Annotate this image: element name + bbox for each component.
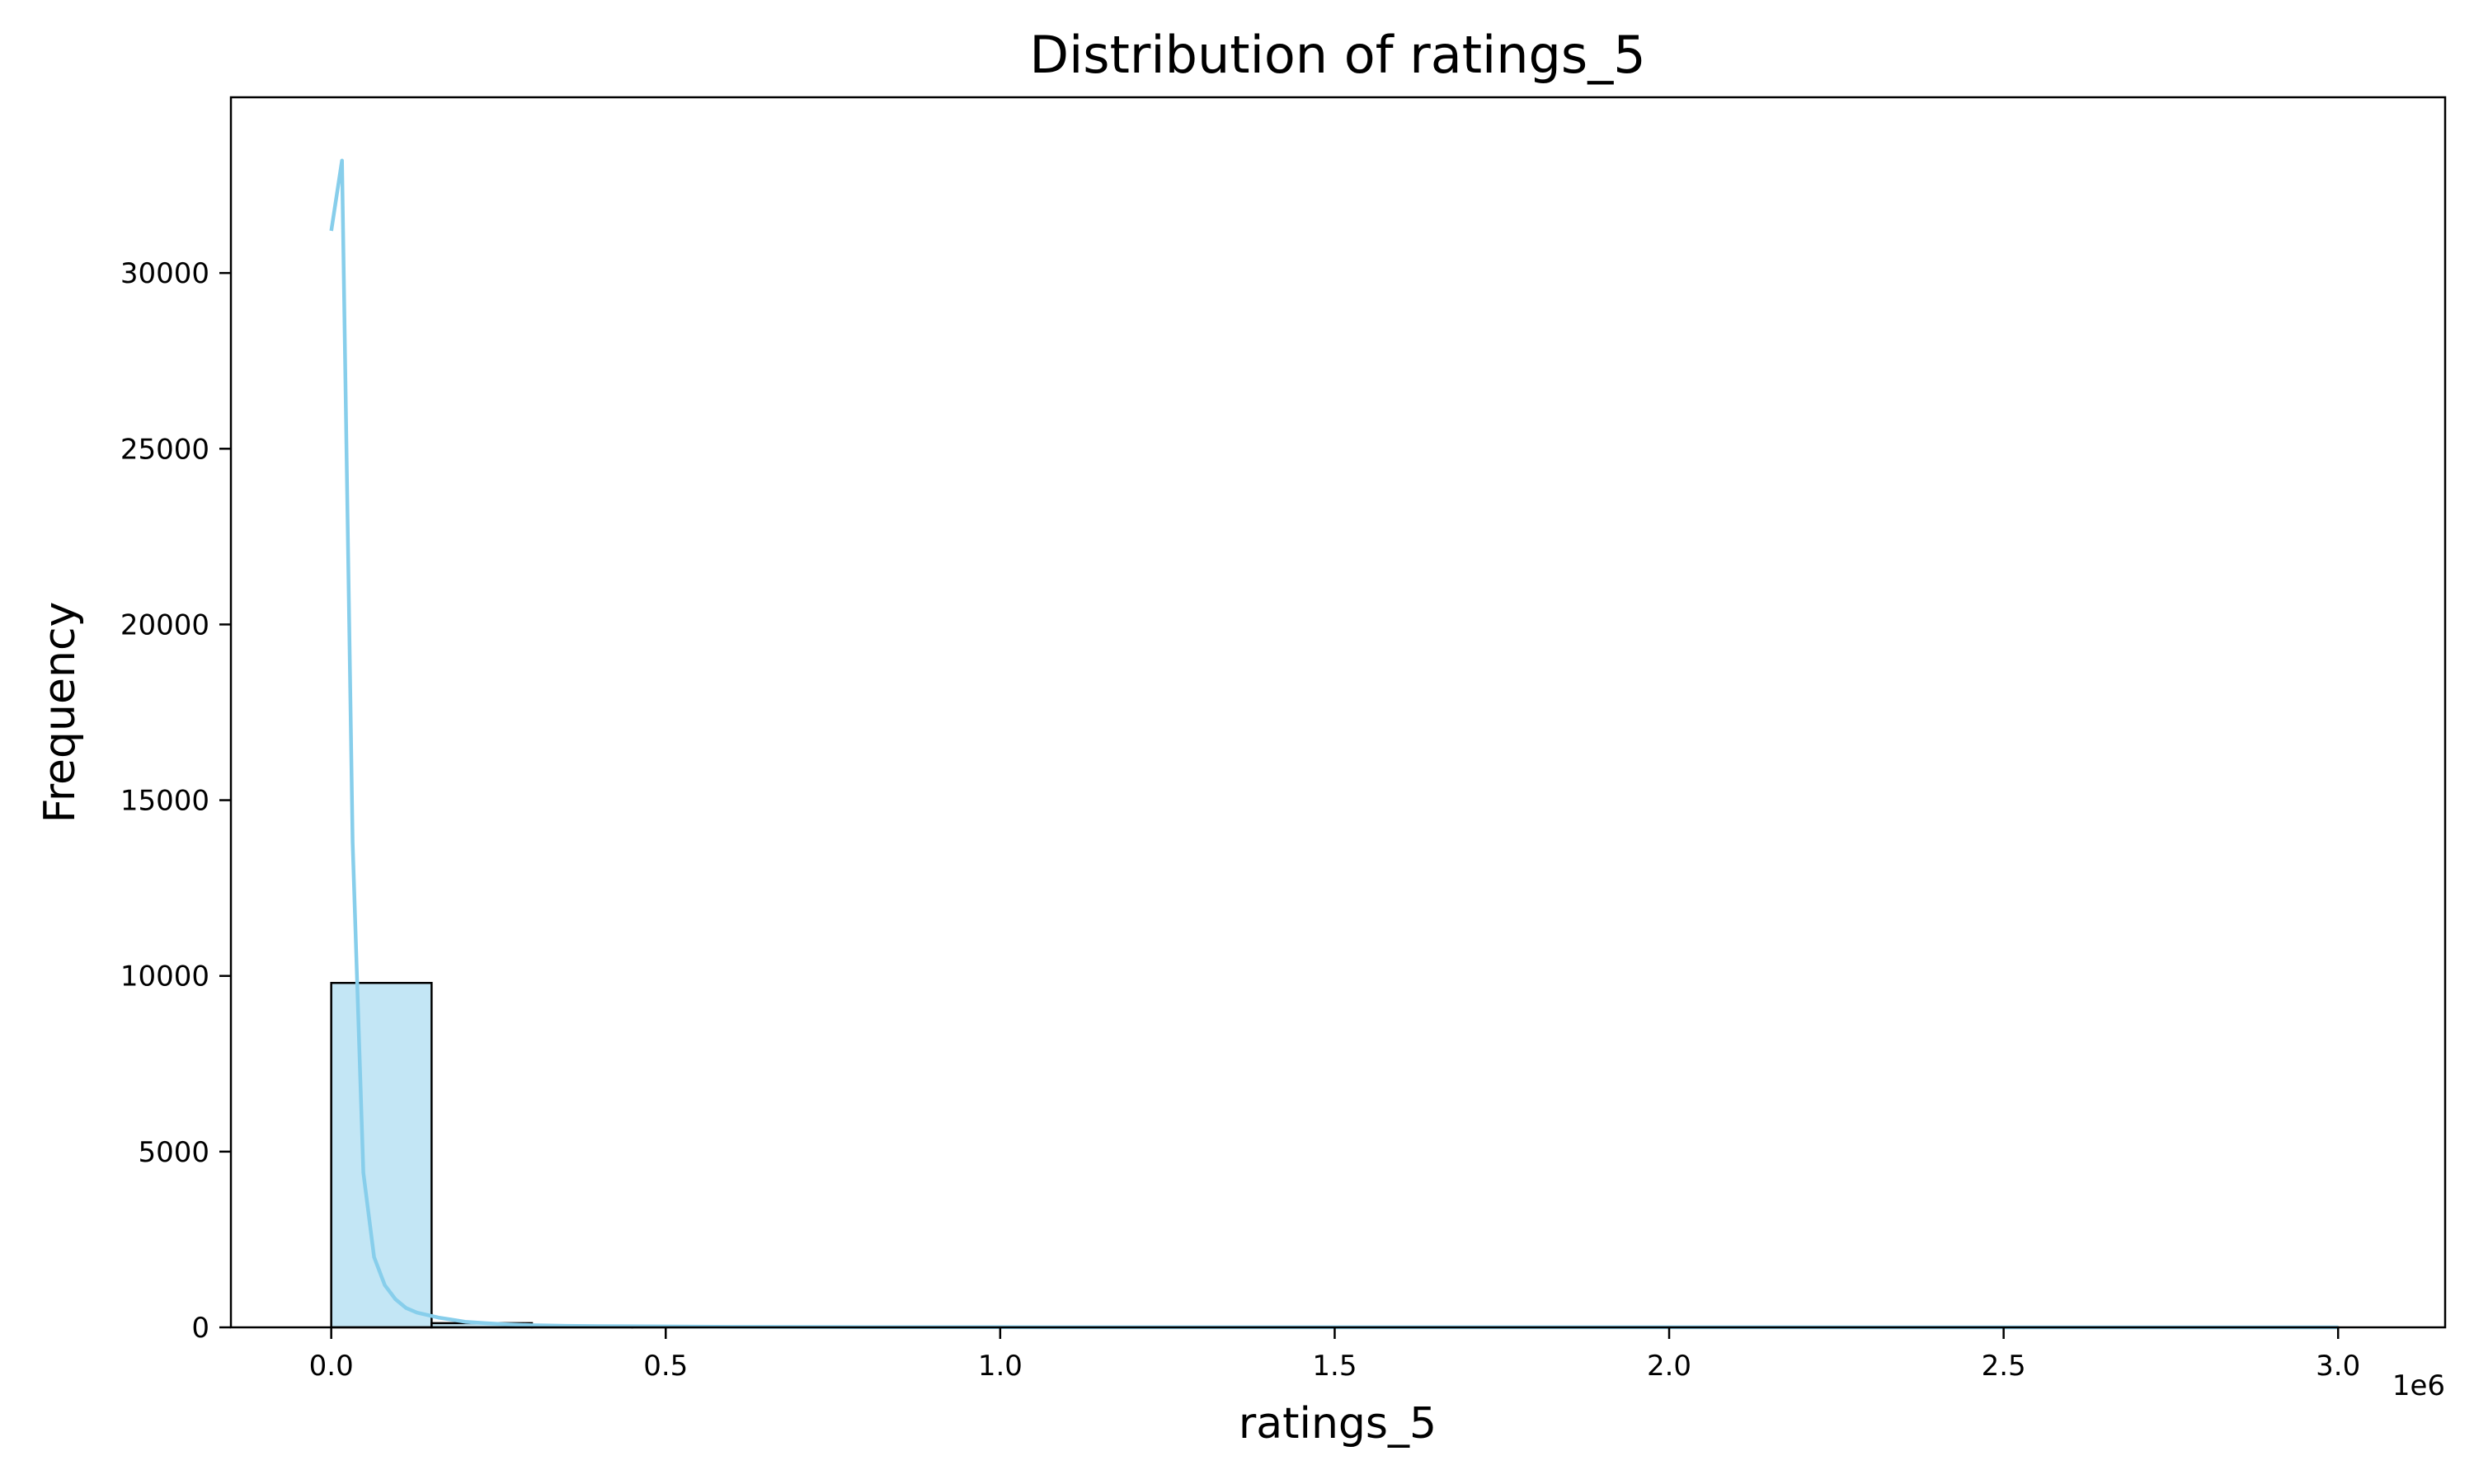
x-tick-label: 2.0: [1647, 1350, 1691, 1383]
x-tick-label: 3.0: [2316, 1350, 2360, 1383]
x-axis: 0.0 0.5 1.0 1.5 2.0 2.5 3.0: [309, 1327, 2360, 1383]
x-tick-label: 0.0: [309, 1350, 354, 1383]
plot-frame: [229, 96, 2447, 1329]
y-axis: 0 5000 10000 15000 20000 25000 30000: [120, 257, 231, 1345]
histogram-bar: [330, 981, 433, 1329]
y-tick-label: 0: [191, 1312, 209, 1345]
x-axis-offset-label: 1e6: [2392, 1369, 2445, 1402]
x-tick-label: 1.5: [1312, 1350, 1357, 1383]
y-tick-label: 25000: [120, 433, 209, 466]
y-tick-label: 30000: [120, 257, 209, 290]
y-tick-label: 15000: [120, 785, 209, 818]
kde-curve: [329, 158, 2339, 1330]
x-axis-title: ratings_5: [1239, 1399, 1437, 1449]
x-tick-label: 1.0: [978, 1350, 1023, 1383]
y-tick-label: 20000: [120, 608, 209, 641]
chart-title: Distribution of ratings_5: [1029, 25, 1645, 85]
y-tick-label: 10000: [120, 960, 209, 993]
y-tick-label: 5000: [138, 1136, 209, 1169]
histogram-bars: [330, 981, 2340, 1329]
y-axis-title: Frequency: [35, 602, 85, 824]
x-tick-label: 2.5: [1982, 1350, 2026, 1383]
x-tick-label: 0.5: [643, 1350, 688, 1383]
